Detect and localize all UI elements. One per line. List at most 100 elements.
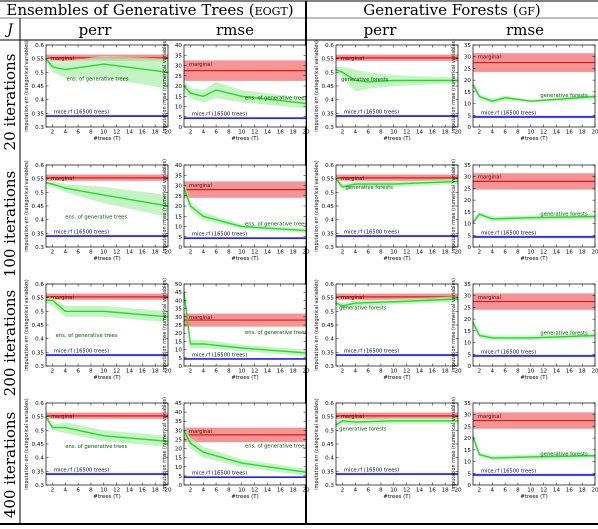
y-tick-label: 0.6	[35, 163, 44, 169]
y-axis-label: imputation err (categorical variables)	[314, 160, 320, 252]
model-point	[393, 420, 395, 422]
y-tick-label: 15	[464, 90, 472, 96]
mice-label: mice.rf (16500 trees)	[54, 349, 109, 355]
y-tick-label: 25	[464, 186, 472, 192]
y-tick-label: 25	[464, 424, 472, 430]
x-tick-label: 4	[201, 488, 205, 494]
y-tick-label: 0.35	[32, 231, 45, 237]
y-tick-label: 0	[467, 364, 471, 370]
x-tick-label: 8	[89, 130, 93, 136]
x-tick-label: 12	[540, 130, 547, 136]
y-tick-label: 0.4	[35, 456, 44, 462]
y-tick-label: 40	[175, 43, 183, 49]
model-point	[341, 420, 344, 422]
model-line	[335, 68, 458, 83]
x-tick-label: 2	[189, 488, 193, 494]
model-band	[184, 284, 306, 357]
model-point	[341, 305, 344, 307]
model-label: generative forests	[339, 426, 387, 432]
y-tick-label: 10	[175, 225, 183, 231]
y-tick-label: 0	[178, 364, 182, 370]
x-tick-label: 16	[566, 488, 574, 494]
x-tick-label: 10	[390, 250, 398, 256]
y-tick-label: 0	[467, 483, 471, 489]
y-tick-label: 0.3	[35, 364, 44, 370]
mice-label: mice.rf (16500 trees)	[192, 471, 247, 477]
y-tick-label: 25	[175, 437, 183, 443]
x-tick-label: 14	[264, 369, 272, 375]
model-point	[530, 456, 532, 458]
y-tick-label: 35	[175, 173, 183, 179]
y-tick-label: 0	[178, 483, 182, 489]
header-j-label: J	[4, 22, 14, 38]
mice-label: mice.rf (16500 trees)	[192, 352, 247, 358]
chart-panel-r1c2: marginal mice.rf (16500 trees) generative …	[314, 160, 462, 262]
y-tick-label: 0.35	[322, 350, 335, 356]
y-tick-label: 20	[175, 204, 183, 210]
x-tick-label: 2	[341, 488, 345, 494]
x-tick-label: 8	[379, 130, 383, 136]
x-tick-label: 6	[76, 250, 80, 256]
x-axis-label: #trees (T)	[231, 256, 258, 262]
model-line	[183, 85, 307, 105]
y-tick-label: 0.5	[35, 190, 44, 196]
x-tick-label: 6	[503, 369, 507, 375]
x-tick-label: 10	[238, 250, 246, 256]
x-tick-label: 4	[490, 130, 494, 136]
x-tick-label: 20	[591, 369, 598, 375]
x-tick-label: 10	[527, 369, 535, 375]
row-label-20: 20 iterations	[1, 54, 19, 151]
y-tick-label: 0.5	[325, 190, 334, 196]
x-tick-label: 18	[152, 130, 160, 136]
y-tick-label: 10	[175, 465, 183, 471]
y-axis-label: imputation rmse (numerical variables)	[451, 159, 457, 253]
y-axis-label: imputation err (categorical variables)	[314, 279, 320, 371]
y-tick-label: 0.5	[325, 309, 334, 315]
y-tick-label: 30	[175, 184, 183, 190]
y-tick-label: 0.35	[322, 111, 335, 117]
x-tick-label: 2	[478, 369, 482, 375]
y-tick-label: 45	[175, 290, 183, 296]
x-tick-label: 20	[591, 250, 598, 256]
y-tick-label: 0.3	[325, 125, 334, 131]
x-tick-label: 4	[353, 250, 357, 256]
x-tick-label: 12	[113, 250, 120, 256]
y-tick-label: 0.5	[35, 309, 44, 315]
model-point	[491, 457, 493, 459]
x-tick-label: 10	[238, 488, 246, 494]
row-label-100: 100 iterations	[1, 171, 19, 277]
y-tick-label: 30	[175, 315, 183, 321]
x-tick-label: 20	[591, 488, 598, 494]
model-point	[103, 435, 105, 437]
x-axis-label: #trees (T)	[93, 494, 120, 500]
x-tick-label: 18	[290, 130, 298, 136]
x-axis-label: #trees (T)	[93, 375, 120, 381]
x-tick-label: 6	[503, 250, 507, 256]
model-point	[341, 186, 344, 188]
y-tick-label: 0.35	[32, 469, 45, 475]
y-tick-label: 50	[175, 282, 183, 288]
y-tick-label: 0.55	[322, 57, 335, 63]
y-axis-label: imputation rmse (numerical variables)	[162, 159, 168, 253]
col-header-perr-1: perr	[79, 21, 113, 39]
model-label: ens. of generative trees	[245, 95, 307, 101]
chart-panel-r2c3: marginal mice.rf (16500 trees) generative …	[451, 278, 598, 381]
model-point	[51, 66, 54, 68]
y-tick-label: 5	[467, 233, 471, 239]
x-tick-label: 18	[579, 488, 587, 494]
model-band	[473, 433, 595, 461]
y-axis-label: imputation err (categorical variables)	[24, 40, 30, 132]
x-tick-label: 14	[126, 250, 134, 256]
x-tick-label: 20	[164, 488, 172, 494]
x-tick-label: 4	[63, 130, 67, 136]
x-tick-label: 4	[353, 488, 357, 494]
y-tick-label: 0.3	[325, 245, 334, 251]
x-tick-label: 10	[390, 488, 398, 494]
x-tick-label: 20	[302, 369, 310, 375]
x-tick-label: 16	[139, 369, 147, 375]
model-point	[491, 100, 493, 102]
y-axis-label: imputation rmse (numerical variables)	[451, 278, 457, 372]
y-tick-label: 45	[175, 401, 183, 407]
model-point	[478, 334, 481, 337]
model-label: generative forests	[540, 211, 588, 217]
